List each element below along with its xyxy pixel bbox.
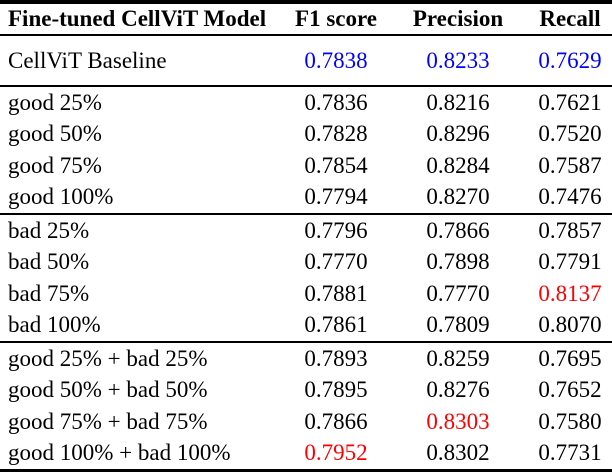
table-row: good 100% + bad 100% 0.7952 0.8302 0.773… bbox=[0, 438, 612, 470]
f1-cell: 0.7881 bbox=[304, 280, 368, 306]
recall-cell: 0.8137 bbox=[538, 280, 602, 306]
model-cell: bad 25% bbox=[8, 217, 90, 243]
table-header-row: Fine-tuned CellViT Model F1 score Precis… bbox=[0, 4, 612, 34]
recall-cell: 0.7857 bbox=[538, 217, 602, 243]
column-header-recall: Recall bbox=[539, 6, 601, 31]
model-cell: bad 100% bbox=[8, 312, 101, 338]
column-header-model: Fine-tuned CellViT Model bbox=[8, 6, 267, 31]
recall-cell: 0.7629 bbox=[538, 47, 602, 73]
table-row: bad 25% 0.7796 0.7866 0.7857 bbox=[0, 215, 612, 247]
precision-cell: 0.8303 bbox=[426, 408, 490, 434]
f1-cell: 0.7828 bbox=[304, 121, 368, 147]
table-row: bad 50% 0.7770 0.7898 0.7791 bbox=[0, 247, 612, 279]
model-cell: good 50% + bad 50% bbox=[8, 377, 208, 403]
column-header-f1: F1 score bbox=[295, 6, 377, 31]
recall-cell: 0.7476 bbox=[538, 184, 602, 210]
section-divider-rule bbox=[0, 341, 612, 343]
recall-cell: 0.7587 bbox=[538, 152, 602, 178]
precision-cell: 0.7770 bbox=[426, 280, 490, 306]
good-section: good 25% 0.7836 0.8216 0.7621 good 50% 0… bbox=[0, 87, 612, 213]
precision-cell: 0.8233 bbox=[426, 47, 490, 73]
section-divider-rule bbox=[0, 85, 612, 87]
table-row: good 100% 0.7794 0.8270 0.7476 bbox=[0, 182, 612, 214]
f1-cell: 0.7836 bbox=[304, 89, 368, 115]
model-cell: good 75% + bad 75% bbox=[8, 408, 208, 434]
table-row: good 50% 0.7828 0.8296 0.7520 bbox=[0, 119, 612, 151]
baseline-row: CellViT Baseline 0.7838 0.8233 0.7629 bbox=[0, 36, 612, 85]
recall-cell: 0.7791 bbox=[538, 249, 602, 275]
f1-cell: 0.7893 bbox=[304, 345, 368, 371]
model-cell: good 25% + bad 25% bbox=[8, 345, 208, 371]
recall-cell: 0.7731 bbox=[538, 440, 602, 466]
recall-cell: 0.7695 bbox=[538, 345, 602, 371]
precision-cell: 0.8276 bbox=[426, 377, 490, 403]
precision-cell: 0.8270 bbox=[426, 184, 490, 210]
precision-cell: 0.8216 bbox=[426, 89, 490, 115]
table-row: good 50% + bad 50% 0.7895 0.8276 0.7652 bbox=[0, 375, 612, 407]
top-rule bbox=[0, 0, 612, 4]
bad-section: bad 25% 0.7796 0.7866 0.7857 bad 50% 0.7… bbox=[0, 215, 612, 341]
f1-cell: 0.7866 bbox=[304, 408, 368, 434]
f1-cell: 0.7861 bbox=[304, 312, 368, 338]
recall-cell: 0.8070 bbox=[538, 312, 602, 338]
table-row: good 25% + bad 25% 0.7893 0.8259 0.7695 bbox=[0, 343, 612, 375]
recall-cell: 0.7520 bbox=[538, 121, 602, 147]
section-divider-rule bbox=[0, 213, 612, 215]
f1-cell: 0.7895 bbox=[304, 377, 368, 403]
table-row: good 75% + bad 75% 0.7866 0.8303 0.7580 bbox=[0, 406, 612, 438]
precision-cell: 0.7898 bbox=[426, 249, 490, 275]
model-cell: good 50% bbox=[8, 121, 102, 147]
table-row: bad 100% 0.7861 0.7809 0.8070 bbox=[0, 310, 612, 342]
precision-cell: 0.8302 bbox=[426, 440, 490, 466]
model-cell: good 100% + bad 100% bbox=[8, 440, 231, 466]
precision-cell: 0.8259 bbox=[426, 345, 490, 371]
f1-cell: 0.7838 bbox=[304, 47, 368, 73]
f1-cell: 0.7794 bbox=[304, 184, 368, 210]
model-cell: good 25% bbox=[8, 89, 102, 115]
table-row: good 75% 0.7854 0.8284 0.7587 bbox=[0, 150, 612, 182]
table-row: good 25% 0.7836 0.8216 0.7621 bbox=[0, 87, 612, 119]
precision-cell: 0.8284 bbox=[426, 152, 490, 178]
recall-cell: 0.7652 bbox=[538, 377, 602, 403]
table-row: bad 75% 0.7881 0.7770 0.8137 bbox=[0, 278, 612, 310]
model-cell: bad 50% bbox=[8, 249, 90, 275]
recall-cell: 0.7580 bbox=[538, 408, 602, 434]
precision-cell: 0.8296 bbox=[426, 121, 490, 147]
precision-cell: 0.7866 bbox=[426, 217, 490, 243]
good-plus-bad-section: good 25% + bad 25% 0.7893 0.8259 0.7695 … bbox=[0, 343, 612, 469]
model-cell: bad 75% bbox=[8, 280, 90, 306]
model-cell: CellViT Baseline bbox=[8, 47, 167, 73]
precision-cell: 0.7809 bbox=[426, 312, 490, 338]
model-cell: good 75% bbox=[8, 152, 102, 178]
header-divider-rule bbox=[0, 34, 612, 36]
f1-cell: 0.7952 bbox=[304, 440, 368, 466]
f1-cell: 0.7854 bbox=[304, 152, 368, 178]
recall-cell: 0.7621 bbox=[538, 89, 602, 115]
bottom-rule bbox=[0, 469, 612, 472]
column-header-precision: Precision bbox=[412, 6, 504, 31]
f1-cell: 0.7770 bbox=[304, 249, 368, 275]
model-cell: good 100% bbox=[8, 184, 114, 210]
f1-cell: 0.7796 bbox=[304, 217, 368, 243]
